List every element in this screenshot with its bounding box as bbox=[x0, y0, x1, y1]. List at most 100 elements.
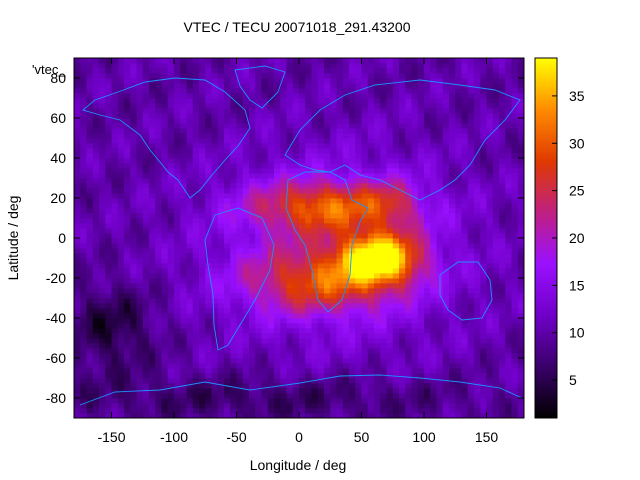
heat-cell bbox=[386, 408, 394, 414]
heat-cell bbox=[349, 93, 356, 99]
heat-cell bbox=[474, 388, 481, 394]
heat-cell bbox=[442, 193, 450, 199]
heat-cell bbox=[174, 353, 181, 359]
heat-cell bbox=[380, 168, 387, 174]
heat-cell bbox=[105, 278, 112, 284]
heat-cell bbox=[161, 128, 169, 134]
heat-cell bbox=[105, 148, 112, 154]
heat-cell bbox=[286, 178, 294, 184]
heat-cell bbox=[355, 113, 362, 119]
heat-cell bbox=[361, 173, 369, 179]
heat-cell bbox=[99, 73, 106, 79]
heat-cell bbox=[111, 78, 119, 84]
heat-cell bbox=[236, 178, 244, 184]
heat-cell bbox=[461, 78, 469, 84]
heat-cell bbox=[324, 338, 331, 344]
heat-cell bbox=[99, 363, 106, 369]
heat-cell bbox=[280, 393, 287, 399]
heat-cell bbox=[299, 128, 306, 134]
heat-cell bbox=[386, 173, 394, 179]
heat-cell bbox=[411, 213, 419, 219]
heat-cell bbox=[105, 308, 112, 314]
heat-cell bbox=[380, 88, 387, 94]
heat-cell bbox=[367, 83, 375, 89]
heat-cell bbox=[486, 68, 494, 74]
heat-cell bbox=[224, 413, 231, 419]
heat-cell bbox=[255, 83, 262, 89]
heat-cell bbox=[136, 328, 144, 334]
heat-cell bbox=[449, 248, 456, 254]
heat-cell bbox=[255, 193, 262, 199]
heat-cell bbox=[149, 58, 156, 64]
heat-cell bbox=[199, 73, 206, 79]
heat-cell bbox=[430, 113, 437, 119]
heat-cell bbox=[261, 403, 269, 409]
heat-cell bbox=[486, 138, 494, 144]
heat-cell bbox=[286, 193, 294, 199]
heat-cell bbox=[174, 138, 181, 144]
heat-cell bbox=[505, 408, 512, 414]
heat-cell bbox=[430, 368, 437, 374]
heat-cell bbox=[236, 268, 244, 274]
heat-cell bbox=[180, 198, 187, 204]
heat-cell bbox=[486, 343, 494, 349]
heat-cell bbox=[424, 178, 431, 184]
heat-cell bbox=[417, 138, 425, 144]
heat-cell bbox=[117, 368, 125, 374]
heat-cell bbox=[449, 358, 456, 364]
heat-cell bbox=[461, 268, 469, 274]
heat-cell bbox=[317, 183, 325, 189]
heat-cell bbox=[117, 103, 125, 109]
heat-cell bbox=[399, 198, 406, 204]
heat-cell bbox=[142, 408, 150, 414]
heat-cell bbox=[130, 223, 137, 229]
heat-cell bbox=[286, 308, 294, 314]
heat-cell bbox=[355, 333, 362, 339]
heat-cell bbox=[255, 198, 262, 204]
heat-cell bbox=[442, 138, 450, 144]
heat-cell bbox=[486, 193, 494, 199]
heat-cell bbox=[286, 378, 294, 384]
heat-cell bbox=[292, 388, 300, 394]
heat-cell bbox=[374, 348, 381, 354]
heat-cell bbox=[330, 308, 337, 314]
heat-cell bbox=[280, 298, 287, 304]
heat-cell bbox=[417, 343, 425, 349]
heat-cell bbox=[355, 243, 362, 249]
heat-cell bbox=[486, 303, 494, 309]
heat-cell bbox=[461, 273, 469, 279]
heat-cell bbox=[230, 208, 237, 214]
heat-cell bbox=[92, 398, 100, 404]
heat-cell bbox=[199, 93, 206, 99]
heat-cell bbox=[80, 318, 87, 324]
heat-cell bbox=[124, 288, 131, 294]
heat-cell bbox=[499, 263, 506, 269]
heat-cell bbox=[417, 238, 425, 244]
heat-cell bbox=[261, 353, 269, 359]
heat-cell bbox=[342, 298, 350, 304]
heat-cell bbox=[286, 118, 294, 124]
heat-cell bbox=[105, 388, 112, 394]
heat-cell bbox=[155, 223, 162, 229]
heat-cell bbox=[349, 193, 356, 199]
heat-cell bbox=[136, 218, 144, 224]
heat-cell bbox=[330, 98, 337, 104]
heat-cell bbox=[186, 398, 194, 404]
heat-cell bbox=[430, 148, 437, 154]
heat-cell bbox=[192, 373, 200, 379]
heat-cell bbox=[267, 313, 275, 319]
heat-cell bbox=[99, 278, 106, 284]
heat-cell bbox=[242, 178, 250, 184]
heat-cell bbox=[105, 73, 112, 79]
heat-cell bbox=[255, 128, 262, 134]
heat-cell bbox=[499, 373, 506, 379]
heat-cell bbox=[324, 288, 331, 294]
heat-cell bbox=[92, 223, 100, 229]
heat-cell bbox=[192, 393, 200, 399]
heat-cell bbox=[324, 168, 331, 174]
heat-cell bbox=[186, 68, 194, 74]
heat-cell bbox=[186, 78, 194, 84]
heat-cell bbox=[230, 168, 237, 174]
heat-cell bbox=[149, 243, 156, 249]
heat-cell bbox=[74, 253, 81, 259]
